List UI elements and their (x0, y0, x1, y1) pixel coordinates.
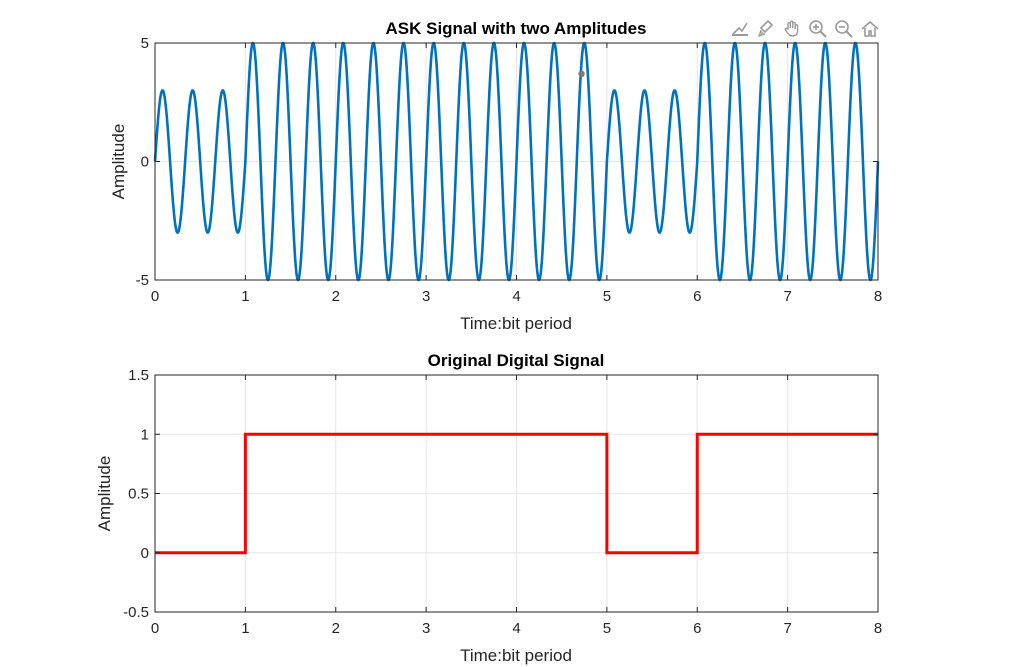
pan-hand-icon[interactable] (780, 17, 804, 41)
ask-x-tick-label: 6 (693, 288, 701, 305)
digital-y-tick-label: 1.5 (128, 367, 149, 384)
ask-y-axis-label: Amplitude (109, 124, 128, 200)
ask-y-tick-label: 0 (141, 154, 149, 171)
digital-y-axis-label: Amplitude (95, 456, 114, 532)
home-icon[interactable] (858, 17, 882, 41)
data-tip-marker (578, 70, 585, 78)
digital-grid (154, 374, 879, 613)
digital-x-tick-label: 8 (874, 620, 882, 637)
digital-x-tick-label: 7 (783, 620, 791, 637)
ask-tick-labels: 0 1 2 3 4 5 6 7 8-505 (136, 35, 883, 305)
digital-signal-line (155, 432, 878, 555)
digital-x-tick-label: 6 (693, 620, 701, 637)
ask-y-tick-label: 5 (141, 35, 149, 52)
digital-signal-axes[interactable]: Original Digital Signal 0 1 2 3 4 5 6 7 8-0.500.… (95, 351, 882, 665)
digital-x-tick-label: 3 (422, 620, 430, 637)
digital-x-tick-label: 2 (332, 620, 340, 637)
digital-y-tick-label: 0.5 (128, 486, 149, 503)
digital-x-axis-label: Time:bit period (460, 646, 572, 665)
ask-y-tick-label: -5 (136, 272, 149, 289)
digital-x-tick-label: 4 (512, 620, 520, 637)
ask-x-tick-label: 1 (241, 288, 249, 305)
digital-x-tick-label: 5 (603, 620, 611, 637)
axes-toolbar (728, 16, 882, 42)
ask-series (153, 41, 880, 282)
digital-tick-labels: 0 1 2 3 4 5 6 7 8-0.500.511.5 (123, 367, 882, 637)
data-tip-icon[interactable] (728, 17, 752, 41)
digital-series (155, 432, 878, 555)
digital-y-tick-label: 0 (141, 545, 149, 562)
ask-signal-line (153, 41, 880, 282)
digital-y-tick-label: 1 (141, 426, 149, 443)
digital-chart-title: Original Digital Signal (428, 351, 605, 370)
ask-x-tick-label: 3 (422, 288, 430, 305)
zoom-out-icon[interactable] (832, 17, 856, 41)
ask-x-tick-label: 8 (874, 288, 882, 305)
zoom-in-icon[interactable] (806, 17, 830, 41)
ask-signal-axes[interactable]: ASK Signal with two Amplitudes 0 1 2 3 4 5 6 7 8… (109, 19, 882, 333)
ask-x-tick-label: 5 (603, 288, 611, 305)
ask-x-tick-label: 7 (783, 288, 791, 305)
brush-icon[interactable] (754, 17, 778, 41)
ask-x-tick-label: 4 (512, 288, 520, 305)
digital-x-tick-label: 1 (241, 620, 249, 637)
digital-x-tick-label: 0 (151, 620, 159, 637)
ask-x-tick-label: 2 (332, 288, 340, 305)
digital-y-tick-label: -0.5 (123, 604, 149, 621)
ask-chart-title: ASK Signal with two Amplitudes (386, 19, 647, 38)
ask-x-axis-label: Time:bit period (460, 314, 572, 333)
ask-x-tick-label: 0 (151, 288, 159, 305)
